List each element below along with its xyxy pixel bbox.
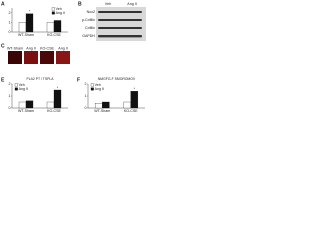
y-tick-label: 1: [9, 94, 11, 98]
blot-row: GAPDH: [82, 34, 95, 38]
image-caption: KO-CSE: [40, 46, 54, 50]
legend-label: Veh: [56, 7, 62, 11]
legend-label: Ang II: [56, 11, 65, 15]
bar: [123, 101, 131, 109]
panel-letter: F: [77, 77, 80, 83]
bar: [53, 20, 62, 33]
y-tick-label: 0: [9, 106, 11, 110]
image-caption: Ang II: [58, 46, 67, 50]
bar: [46, 22, 55, 33]
legend-label: Veh: [19, 83, 25, 87]
panel-letter: A: [1, 1, 5, 7]
y-tick-label: 1: [9, 20, 11, 24]
image-caption: Ang II: [26, 46, 35, 50]
bar: [53, 89, 62, 109]
legend-label: Veh: [95, 83, 101, 87]
legend-swatch: [51, 11, 55, 15]
annotation: *: [57, 86, 59, 90]
legend-swatch: [90, 83, 94, 87]
y-tick-label: 1: [85, 94, 87, 98]
bar: [25, 100, 34, 109]
legend-swatch: [51, 7, 55, 11]
legend-swatch: [90, 87, 94, 91]
bar: [25, 13, 34, 33]
legend-label: Ang II: [95, 87, 104, 91]
annotation: *: [134, 87, 136, 91]
legend-label: Ang II: [19, 87, 28, 91]
bar: [18, 101, 27, 109]
figure: B Veh Ang II Nox2 p-Cofilin Cofilin GAPD…: [0, 0, 150, 121]
bar: [102, 101, 110, 109]
chart-title: PLA2 PT / TSPLA: [26, 77, 54, 81]
annotation: *: [29, 10, 31, 14]
x-tick-label: WT-Sham: [18, 109, 34, 113]
y-tick-label: 2: [9, 82, 11, 86]
legend-swatch: [14, 87, 18, 91]
chart-title: NMGFG-F SMOROMOV: [98, 77, 136, 81]
bar: [46, 101, 55, 109]
y-tick-label: 2: [85, 82, 87, 86]
x-tick-label: KO-CSE: [124, 109, 138, 113]
panel-letter: E: [1, 77, 5, 83]
panel-letter: B: [78, 1, 82, 7]
x-tick-label: KO-CSE: [47, 33, 61, 37]
blot-row: Nox2: [87, 10, 95, 14]
blot-row: Cofilin: [85, 26, 95, 30]
x-tick-label: KO-CSE: [47, 109, 61, 113]
blot-row: p-Cofilin: [82, 18, 95, 22]
y-tick-label: 0: [9, 30, 11, 34]
blot-column: Veh: [105, 2, 111, 6]
bar: [94, 103, 103, 109]
image-caption: WT-Sham: [7, 46, 23, 50]
bar: [18, 22, 27, 33]
x-tick-label: WT-Sham: [18, 33, 34, 37]
blot-column: Ang II: [127, 2, 136, 6]
micrographs: [8, 51, 70, 64]
legend-swatch: [14, 83, 18, 87]
blot-bands: [98, 11, 142, 38]
bar: [130, 91, 139, 109]
panel-letter: C: [1, 43, 5, 49]
y-tick-label: 2: [9, 11, 11, 15]
y-tick-label: 0: [85, 106, 87, 110]
x-tick-label: WT-Sham: [94, 109, 110, 113]
